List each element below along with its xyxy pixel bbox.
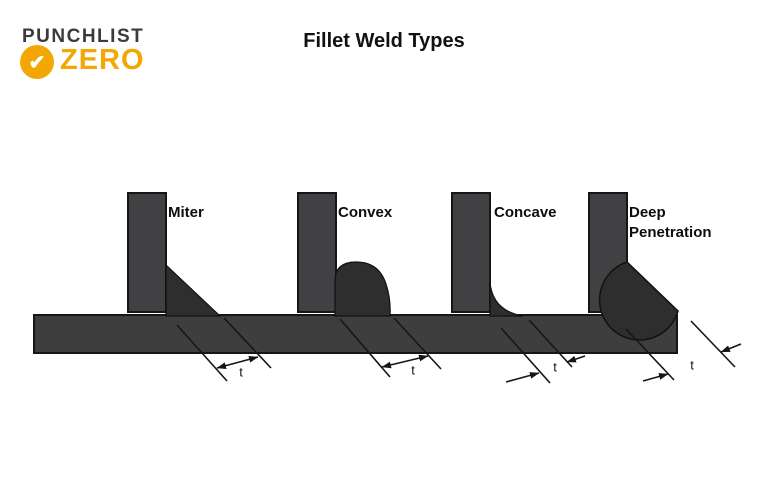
throat-label-concave: t xyxy=(553,359,557,375)
dimension-deep xyxy=(625,320,742,382)
weld-miter xyxy=(165,263,222,317)
logo-brand-text: PUNCHLIST xyxy=(22,26,145,47)
throat-label-deep: t xyxy=(690,357,694,373)
weld-convex xyxy=(334,261,391,317)
weld-concave xyxy=(489,282,524,317)
dim-arrow-right xyxy=(720,343,742,353)
weld-type-label-convex: Convex xyxy=(338,204,393,221)
dim-arrow-double xyxy=(381,354,429,369)
punchlist-zero-logo: PUNCHLIST ✔ ZERO xyxy=(20,24,170,84)
checkmark-icon: ✔ xyxy=(28,51,46,74)
weld-type-label-deep-penetration: Deep Penetration xyxy=(629,204,712,242)
vertical-plate-miter xyxy=(127,192,167,313)
base-plate xyxy=(33,314,678,354)
dimension-concave xyxy=(500,319,586,384)
logo-product-text: ZERO xyxy=(60,44,145,76)
dim-arrow-left xyxy=(505,372,540,383)
weld-deep-penetration xyxy=(598,261,679,341)
check-circle-icon: ✔ xyxy=(20,45,54,79)
dimension-miter xyxy=(176,317,272,382)
throat-label-convex: t xyxy=(411,362,415,378)
dim-arrow-double xyxy=(216,356,259,369)
dim-arrow-left xyxy=(642,373,669,382)
throat-label-miter: t xyxy=(239,364,243,380)
vertical-plate-convex xyxy=(297,192,337,313)
dim-arrow-right xyxy=(566,355,586,363)
weld-type-label-concave: Concave xyxy=(494,204,557,221)
weld-type-label-miter: Miter xyxy=(168,204,204,221)
vertical-plate-concave xyxy=(451,192,491,313)
dimension-convex xyxy=(339,317,442,378)
page-title: Fillet Weld Types xyxy=(303,30,465,52)
